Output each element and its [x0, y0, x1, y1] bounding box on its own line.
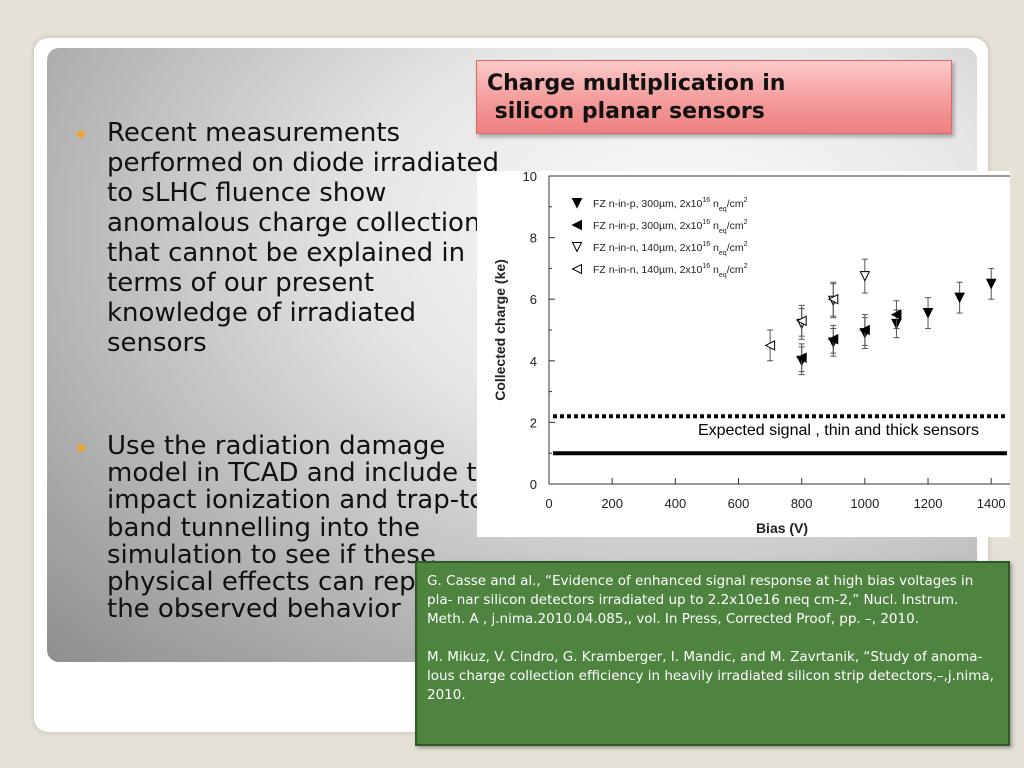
legend-entry: FZ n-in-n, 140µm, 2x1016 neq/cm2 — [593, 263, 748, 279]
y-tick-label: 4 — [530, 354, 537, 369]
bullet-icon — [77, 444, 85, 452]
data-point — [764, 340, 776, 351]
title-line: silicon planar sensors — [487, 99, 765, 124]
data-point — [985, 278, 997, 290]
data-point — [890, 309, 902, 320]
x-tick-label: 0 — [545, 496, 552, 511]
x-axis-label: Bias (V) — [756, 520, 808, 536]
legend-marker — [571, 219, 582, 231]
title-line: Charge multiplication in — [487, 71, 786, 96]
reference-item: G. Casse and al., “Evidence of enhanced … — [427, 573, 974, 627]
data-point — [827, 333, 839, 345]
x-tick-label: 1400 — [977, 496, 1006, 511]
legend-entry: FZ n-in-n, 140µm, 2x1016 neq/cm2 — [593, 241, 748, 257]
charge-vs-bias-chart: 0 2 4 6 8 10 0 200 400 600 800 1000 1200 1400 Bias (V)… — [477, 171, 1010, 537]
x-tick-label: 200 — [601, 496, 623, 511]
expected-signal-annotation: Expected signal , thin and thick sensors — [698, 422, 979, 439]
references-box: G. Casse and al., “Evidence of enhanced … — [415, 561, 1010, 746]
y-tick-label: 8 — [530, 231, 537, 246]
legend-entry: FZ n-in-p, 300µm, 2x1016 neq/cm2 — [593, 219, 748, 235]
data-point — [796, 315, 807, 327]
data-point — [859, 271, 871, 282]
legend-marker — [571, 242, 583, 253]
x-tick-label: 600 — [728, 496, 750, 511]
data-point — [827, 293, 839, 305]
chart-title-box: Charge multiplication in silicon planar … — [476, 60, 952, 134]
reference-item: M. Mikuz, V. Cindro, G. Kramberger, I. M… — [427, 649, 994, 703]
bullet-icon — [77, 130, 85, 138]
bullet-item: Recent measurements performed on diode i… — [77, 118, 522, 358]
bullet-item: Use the radiation damage model in TCAD a… — [77, 431, 522, 625]
y-tick-label: 10 — [523, 171, 537, 184]
data-point — [859, 324, 870, 336]
y-axis-label: Collected charge (ke) — [492, 259, 508, 401]
x-tick-label: 1200 — [914, 496, 943, 511]
data-point — [954, 292, 965, 304]
data-point — [922, 308, 934, 319]
legend-entry: FZ n-in-p, 300µm, 2x1016 neq/cm2 — [593, 197, 748, 213]
data-point — [796, 352, 807, 364]
y-tick-label: 0 — [530, 477, 537, 492]
y-tick-label: 6 — [530, 292, 537, 307]
bullet-text: Recent measurements performed on diode i… — [107, 118, 500, 358]
chart-svg: 0 2 4 6 8 10 0 200 400 600 800 1000 1200 1400 Bias (V)… — [492, 171, 1010, 536]
x-tick-label: 400 — [664, 496, 686, 511]
y-tick-label: 2 — [530, 415, 537, 430]
x-tick-label: 800 — [791, 496, 813, 511]
legend-marker — [571, 263, 582, 275]
bullet-list: Recent measurements performed on diode i… — [77, 118, 522, 623]
x-tick-label: 1000 — [850, 496, 879, 511]
legend-marker — [571, 198, 583, 209]
bullet-text: Use the radiation damage model in TCAD a… — [107, 431, 510, 625]
